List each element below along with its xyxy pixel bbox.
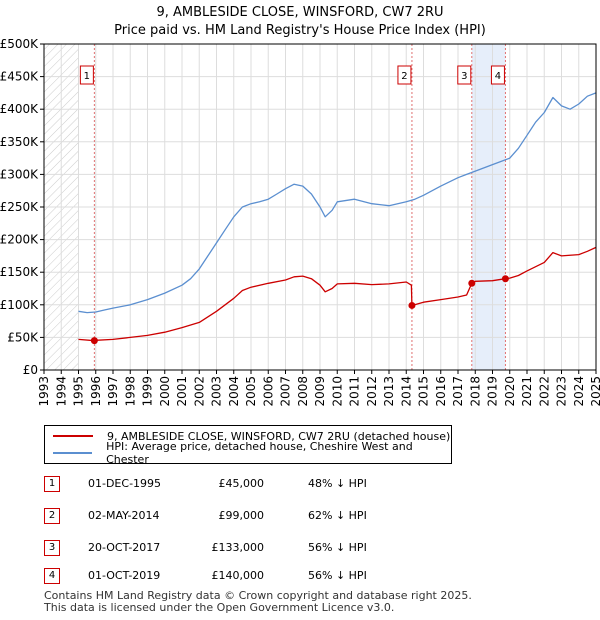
y-tick-label: £400K: [0, 102, 39, 116]
x-tick-label: 2013: [382, 376, 396, 407]
x-tick-label: 2007: [279, 376, 293, 407]
legend-label-price: 9, AMBLESIDE CLOSE, WINSFORD, CW7 2RU (d…: [107, 429, 451, 443]
sale-hpi-diff: 48% ↓ HPI: [308, 477, 367, 490]
sale-point: [90, 337, 98, 345]
legend-swatch-price: [53, 435, 93, 437]
x-tick-label: 2011: [348, 376, 362, 407]
price-chart: 1 2 3 4 £0 £50K £100K £150K £200K £250K £300K £350…: [0, 37, 600, 407]
sale-label: 2: [401, 71, 407, 82]
sale-date: 02-MAY-2014: [88, 509, 160, 522]
y-tick-label: £200K: [0, 233, 39, 247]
x-tick-label: 2009: [313, 376, 327, 407]
price-paid-line: [78, 246, 597, 342]
legend: 9, AMBLESIDE CLOSE, WINSFORD, CW7 2RU (d…: [44, 425, 452, 466]
x-tick-label: 2010: [330, 376, 344, 407]
sale-point: [408, 301, 416, 309]
sale-label-box: [79, 65, 94, 85]
x-tick-label: 2001: [175, 376, 189, 407]
x-tick-label: 2021: [520, 376, 534, 407]
legend-item-price: 9, AMBLESIDE CLOSE, WINSFORD, CW7 2RU (d…: [53, 428, 450, 444]
x-tick-label: 1993: [37, 376, 51, 407]
footer-licence: This data is licensed under the Open Gov…: [44, 601, 395, 614]
sale-number-badge: 4: [44, 568, 60, 584]
sale-label-box: [397, 65, 412, 85]
sale-price: £45,000: [218, 477, 265, 490]
series-lines: [78, 92, 597, 342]
chart-subtitle: Price paid vs. HM Land Registry's House …: [114, 23, 486, 38]
sale-number-badge: 1: [44, 476, 60, 492]
y-tick-label: £300K: [0, 167, 39, 181]
sale-price: £99,000: [218, 509, 265, 522]
x-tick-label: 2025: [589, 376, 600, 407]
x-tick-label: 2006: [261, 376, 275, 407]
sale-label: 3: [461, 71, 467, 82]
y-tick-label: £350K: [0, 135, 39, 149]
x-tick-label: 2014: [399, 376, 413, 407]
x-tick-label: 2003: [210, 376, 224, 407]
x-tick-label: 2020: [503, 376, 517, 407]
x-tick-label: 1998: [123, 376, 137, 407]
table-row: 3 20-OCT-2017 £133,000 56% ↓ HPI: [44, 538, 464, 558]
sale-date: 01-OCT-2019: [88, 569, 161, 582]
x-tick-label: 1994: [54, 376, 68, 407]
x-tick-label: 2019: [486, 376, 500, 407]
legend-swatch-hpi: [53, 452, 93, 454]
y-tick-label: £450K: [0, 70, 39, 84]
sale-hpi-diff: 62% ↓ HPI: [308, 509, 367, 522]
chart-title: 9, AMBLESIDE CLOSE, WINSFORD, CW7 2RU: [156, 5, 444, 20]
sale-label-box: [457, 65, 472, 85]
sale-label: 4: [495, 71, 501, 82]
footer-copyright: Contains HM Land Registry data © Crown c…: [44, 589, 472, 602]
x-tick-label: 2000: [158, 376, 172, 407]
y-tick-label: £250K: [0, 200, 39, 214]
x-tick-label: 2017: [451, 376, 465, 407]
sale-label-box: [490, 65, 505, 85]
axes: £0 £50K £100K £150K £200K £250K £300K £350K £400…: [0, 37, 600, 407]
x-tick-label: 2008: [296, 376, 310, 407]
sale-number-badge: 2: [44, 508, 60, 524]
x-tick-label: 2015: [417, 376, 431, 407]
y-tick-label: £100K: [0, 298, 39, 312]
sale-point: [468, 279, 476, 287]
sale-date: 01-DEC-1995: [88, 477, 162, 490]
sale-point: [501, 275, 509, 283]
x-tick-label: 1999: [141, 376, 155, 407]
y-tick-label: £0: [23, 363, 38, 377]
sale-hpi-diff: 56% ↓ HPI: [308, 569, 367, 582]
table-row: 2 02-MAY-2014 £99,000 62% ↓ HPI: [44, 506, 464, 526]
table-row: 4 01-OCT-2019 £140,000 56% ↓ HPI: [44, 566, 464, 586]
sale-number-badge: 3: [44, 540, 60, 556]
sale-hpi-diff: 56% ↓ HPI: [308, 541, 367, 554]
x-tick-label: 2023: [555, 376, 569, 407]
y-tick-label: £150K: [0, 265, 39, 279]
hpi-line: [78, 92, 597, 314]
x-tick-label: 1996: [89, 376, 103, 407]
table-row: 1 01-DEC-1995 £45,000 48% ↓ HPI: [44, 474, 464, 494]
sale-price: £140,000: [211, 569, 265, 582]
x-tick-label: 2012: [365, 376, 379, 407]
y-tick-label: £500K: [0, 37, 39, 51]
legend-item-hpi: HPI: Average price, detached house, Ches…: [53, 440, 451, 466]
x-tick-label: 1995: [72, 376, 86, 407]
x-tick-label: 2005: [244, 376, 258, 407]
x-tick-label: 2018: [468, 376, 482, 407]
legend-label-hpi: HPI: Average price, detached house, Ches…: [106, 440, 413, 466]
x-tick-label: 2022: [537, 376, 551, 407]
x-tick-label: 2016: [434, 376, 448, 407]
sale-price: £133,000: [211, 541, 265, 554]
x-tick-label: 2004: [227, 376, 241, 407]
grid-lines: [43, 43, 597, 371]
x-tick-label: 1997: [106, 376, 120, 407]
x-tick-label: 2024: [572, 376, 586, 407]
y-tick-label: £50K: [7, 330, 39, 344]
x-tick-label: 2002: [192, 376, 206, 407]
sale-date: 20-OCT-2017: [88, 541, 161, 554]
sale-markers: 1 2 3 4: [79, 65, 509, 345]
sale-label: 1: [84, 71, 90, 82]
